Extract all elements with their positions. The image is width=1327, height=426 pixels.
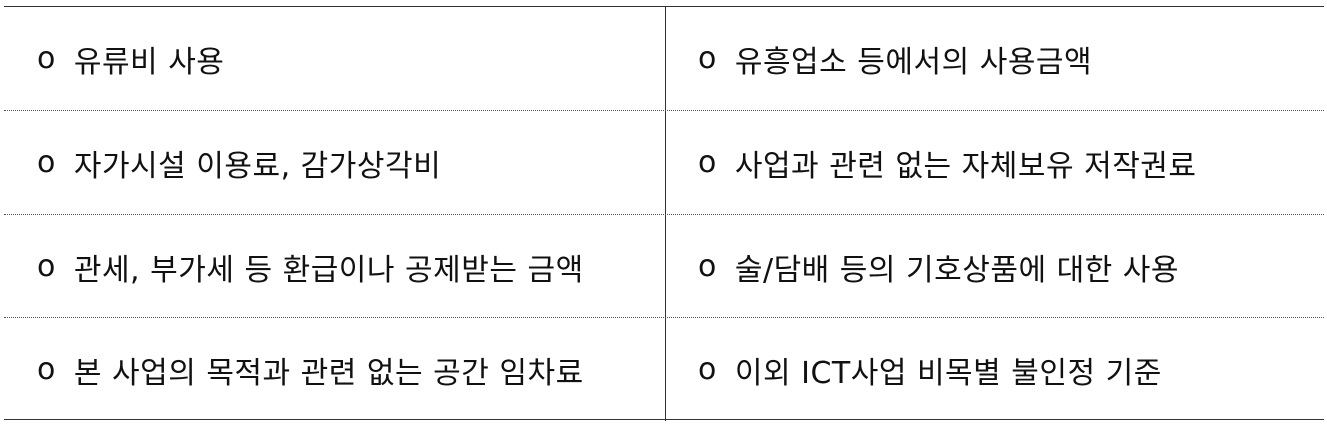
cell-text: 본 사업의 목적과 관련 없는 공간 임차료 <box>73 355 584 391</box>
cell-text: 유흥업소 등에서의 사용금액 <box>734 44 1093 80</box>
table-row: o 유류비 사용 o 유흥업소 등에서의 사용금액 <box>4 7 1324 110</box>
bullet-marker: o <box>698 352 717 387</box>
bullet-marker: o <box>37 352 56 387</box>
cell-text: 자가시설 이용료, 감가상각비 <box>73 148 442 184</box>
cell-text: 사업과 관련 없는 자체보유 저작권료 <box>734 148 1197 184</box>
cell-text: 관세, 부가세 등 환급이나 공제받는 금액 <box>73 252 584 288</box>
table-cell: o 유류비 사용 <box>4 7 666 110</box>
cell-text: 유류비 사용 <box>73 44 225 80</box>
bullet-marker: o <box>37 145 56 180</box>
table-cell: o 관세, 부가세 등 환급이나 공제받는 금액 <box>4 215 666 318</box>
bullet-marker: o <box>37 249 56 284</box>
table-cell: o 유흥업소 등에서의 사용금액 <box>666 7 1324 110</box>
disallowed-expenses-table: o 유류비 사용 o 유흥업소 등에서의 사용금액 o 자가시설 이용료, 감가… <box>4 6 1324 421</box>
table-cell: o 본 사업의 목적과 관련 없는 공간 임차료 <box>4 318 666 421</box>
bullet-marker: o <box>698 41 717 76</box>
table-cell: o 술/담배 등의 기호상품에 대한 사용 <box>666 215 1324 318</box>
table-row: o 자가시설 이용료, 감가상각비 o 사업과 관련 없는 자체보유 저작권료 <box>4 110 1324 214</box>
table-row: o 관세, 부가세 등 환급이나 공제받는 금액 o 술/담배 등의 기호상품에… <box>4 214 1324 318</box>
bullet-marker: o <box>698 249 717 284</box>
table-cell: o 사업과 관련 없는 자체보유 저작권료 <box>666 111 1324 214</box>
table-cell: o 이외 ICT사업 비목별 불인정 기준 <box>666 318 1324 421</box>
bullet-marker: o <box>698 145 717 180</box>
table-cell: o 자가시설 이용료, 감가상각비 <box>4 111 666 214</box>
bullet-marker: o <box>37 41 56 76</box>
table-row: o 본 사업의 목적과 관련 없는 공간 임차료 o 이외 ICT사업 비목별 … <box>4 317 1324 421</box>
cell-text: 술/담배 등의 기호상품에 대한 사용 <box>734 252 1180 288</box>
cell-text: 이외 ICT사업 비목별 불인정 기준 <box>734 355 1162 391</box>
